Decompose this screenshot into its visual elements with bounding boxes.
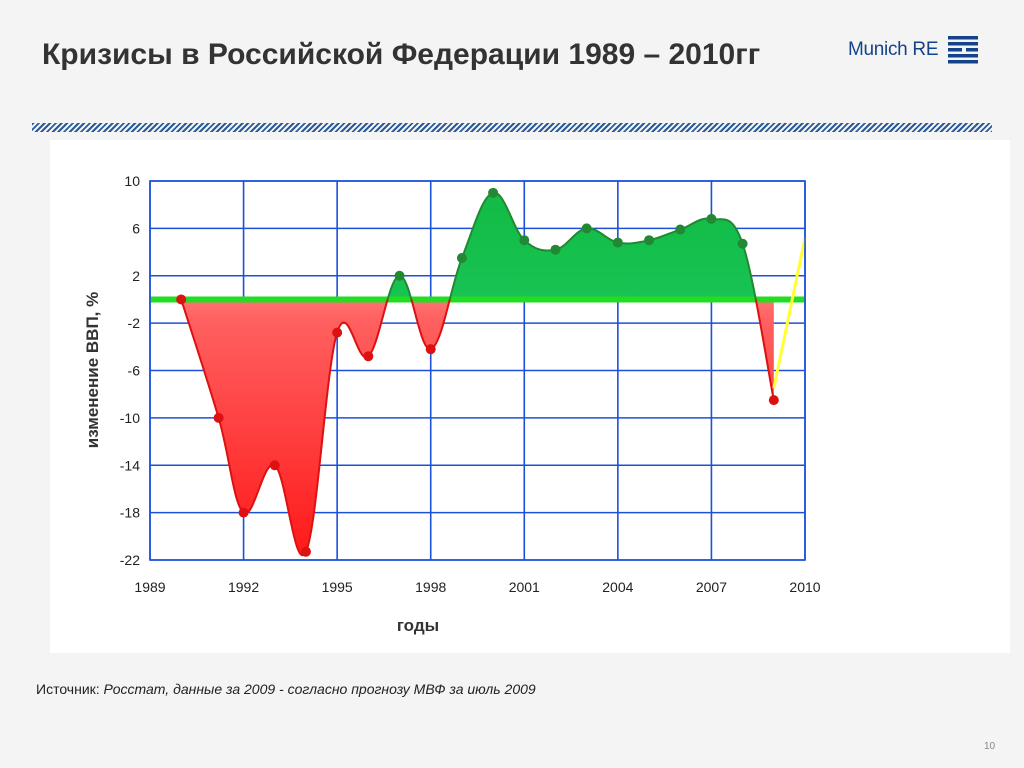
data-point <box>488 187 499 198</box>
y-tick-label: 2 <box>132 268 140 284</box>
negative-area <box>181 299 774 556</box>
data-point <box>644 235 655 246</box>
data-point <box>768 395 779 406</box>
x-tick-label: 2010 <box>789 579 820 595</box>
y-tick-label: -18 <box>120 505 140 521</box>
data-point <box>581 223 592 234</box>
x-tick-label: 1995 <box>322 579 353 595</box>
data-point <box>269 460 280 471</box>
logo-text: Munich RE <box>848 39 939 60</box>
source-note: Источник: Росстат, данные за 2009 - согл… <box>36 681 536 697</box>
data-point <box>213 412 224 423</box>
y-tick-label: 10 <box>124 173 140 189</box>
data-point <box>456 252 467 263</box>
data-point <box>612 237 623 248</box>
y-tick-label: 6 <box>132 220 140 236</box>
y-tick-label: -22 <box>120 552 140 568</box>
source-label: Источник: <box>36 681 100 697</box>
page-number: 10 <box>984 741 996 752</box>
data-point <box>737 238 748 249</box>
positive-area <box>387 192 756 300</box>
data-point <box>176 294 187 305</box>
plot-frame <box>149 180 806 561</box>
y-axis-label: изменение ВВП, % <box>83 292 102 448</box>
data-point <box>363 351 374 362</box>
y-tick-label: -2 <box>128 315 141 331</box>
x-axis-label: годы <box>397 616 439 635</box>
data-point <box>394 270 405 281</box>
munich-re-logo-icon <box>948 36 979 64</box>
source-text: Росстат, данные за 2009 - согласно прогн… <box>103 681 536 697</box>
data-point <box>706 213 717 224</box>
x-tick-label: 2004 <box>602 579 633 595</box>
title-divider <box>32 123 992 132</box>
y-tick-label: -6 <box>128 363 141 379</box>
data-point <box>238 507 249 518</box>
slide-title: Кризисы в Российской Федерации 1989 – 20… <box>42 38 761 71</box>
data-point <box>519 235 530 246</box>
data-point <box>300 546 311 557</box>
data-point <box>675 224 686 235</box>
munich-re-logo: Munich RE <box>848 34 980 66</box>
data-point <box>550 244 561 255</box>
data-point <box>425 344 436 355</box>
y-tick-label: -10 <box>120 410 140 426</box>
chart-panel: 10 6 2 -2 -6 -10 -14 -18 -22 1989 1992 1995 1998 2001… <box>50 140 1010 653</box>
x-tick-label: 1992 <box>228 579 259 595</box>
series-line-positive <box>181 191 757 300</box>
y-tick-label: -14 <box>120 457 140 473</box>
forecast-line <box>772 237 807 389</box>
x-tick-label: 2001 <box>509 579 540 595</box>
gdp-chart: 10 6 2 -2 -6 -10 -14 -18 -22 1989 1992 1995 1998 2001… <box>83 173 821 635</box>
x-tick-label: 1998 <box>415 579 446 595</box>
x-tick-label: 2007 <box>696 579 727 595</box>
x-tick-label: 1989 <box>134 579 165 595</box>
data-point <box>332 327 343 338</box>
